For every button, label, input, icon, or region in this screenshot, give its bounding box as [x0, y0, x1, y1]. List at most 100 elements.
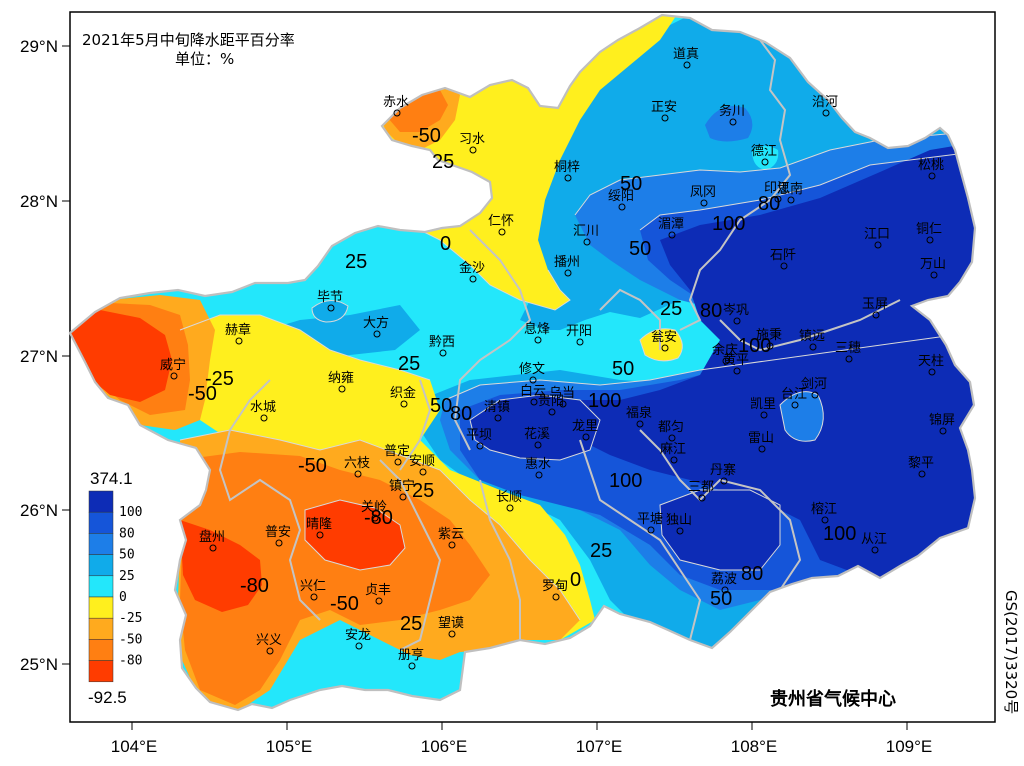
lat-label-29: 29°N — [20, 37, 58, 56]
station-name: 兴义 — [256, 633, 282, 648]
map-unit: 单位：% — [175, 50, 234, 68]
contour-value-label: 100 — [609, 470, 642, 492]
zone-gt100-east — [540, 140, 975, 590]
station-name: 三穗 — [835, 341, 861, 356]
station-name: 镇宁 — [389, 478, 415, 494]
station-marker — [661, 114, 669, 122]
contour-value-label: 25 — [660, 298, 682, 320]
zone-neg80-neg50-south — [180, 452, 490, 705]
lat-label-27: 27°N — [20, 347, 58, 366]
legend-tick-label: 50 — [119, 548, 135, 563]
station-marker — [787, 196, 795, 204]
station-marker — [780, 262, 788, 270]
station-name: 安龙 — [345, 628, 371, 643]
station-name: 晴隆 — [306, 517, 332, 532]
station-marker — [698, 494, 706, 502]
legend-swatch — [88, 511, 114, 534]
axis-ticks — [62, 45, 908, 730]
station-marker — [928, 368, 936, 376]
station-marker — [266, 647, 274, 655]
station-marker — [408, 662, 416, 670]
station-marker — [791, 401, 799, 409]
station-marker — [821, 516, 829, 524]
station-name: 花溪 — [524, 426, 550, 442]
station-marker — [534, 441, 542, 449]
station-name: 平坝 — [466, 428, 492, 443]
legend-tick-label: 0 — [119, 590, 127, 605]
station-name: 剑河 — [801, 376, 827, 392]
station-name: 清镇 — [484, 400, 510, 415]
station-marker — [354, 470, 362, 478]
contour-value-label: -50 — [188, 383, 217, 405]
station-name: 锦屏 — [929, 413, 955, 428]
station-marker — [371, 514, 379, 522]
station-marker — [170, 372, 178, 380]
station-marker — [260, 414, 268, 422]
zone-lt-neg80-weining — [70, 310, 172, 402]
lon-label-104: 104°E — [111, 737, 158, 756]
station-name: 普定 — [384, 444, 410, 459]
contour-value-label: 80 — [758, 193, 780, 215]
contour-value-label: 25 — [345, 251, 367, 273]
station-marker — [871, 546, 879, 554]
station-name: 三都 — [688, 480, 714, 495]
station-marker — [928, 172, 936, 180]
station-name: 正安 — [651, 100, 677, 115]
station-name: 六枝 — [344, 456, 370, 471]
zone-gt100-center — [470, 395, 600, 460]
station-name: 黎平 — [908, 456, 934, 471]
contour-value-label: -50 — [412, 125, 441, 147]
station-marker — [327, 304, 335, 312]
station-marker — [355, 642, 363, 650]
station-name: 平塘 — [637, 511, 663, 527]
contour-value-label: 50 — [629, 238, 651, 260]
contour-value-label: 25 — [432, 151, 454, 173]
station-marker — [930, 271, 938, 279]
station-marker — [918, 470, 926, 478]
zone-gt100-south — [660, 490, 780, 570]
station-marker — [576, 338, 584, 346]
legend-tick-label: 25 — [119, 569, 135, 584]
city-borders — [218, 39, 901, 651]
station-name: 关岭 — [361, 500, 387, 515]
station-name: 思南 — [777, 181, 803, 197]
contour-value-label: 80 — [741, 563, 763, 585]
zone-lt-neg80-panzhou — [180, 520, 262, 612]
station-name: 水城 — [250, 400, 276, 415]
station-name: 台江 — [781, 387, 807, 402]
contour-value-label: 80 — [700, 300, 722, 322]
zone-50-80-wuchuan — [705, 106, 753, 142]
station-name: 铜仁 — [916, 222, 942, 237]
legend-tick-label: 80 — [119, 526, 135, 541]
station-marker — [729, 118, 737, 126]
station-marker — [809, 343, 817, 351]
station-name: 兴仁 — [300, 579, 326, 594]
legend-swatch — [88, 554, 114, 577]
station-name: 麻江 — [660, 442, 686, 457]
station-name: 都匀 — [658, 420, 684, 435]
contour-value-label: 50 — [430, 395, 452, 417]
contour-value-label: 25 — [400, 613, 422, 635]
station-marker — [583, 238, 591, 246]
lon-label-105: 105°E — [266, 737, 313, 756]
station-marker — [564, 269, 572, 277]
station-marker — [733, 367, 741, 375]
station-name: 松桃 — [918, 158, 944, 173]
approval-number: GS(2017)3320号 — [1002, 590, 1020, 714]
lon-label-108: 108°E — [731, 737, 778, 756]
station-name: 望谟 — [438, 615, 464, 631]
zone-lt-neg80-qinglong — [305, 500, 405, 570]
station-name: 紫云 — [438, 527, 464, 542]
station-name: 罗甸 — [542, 579, 568, 594]
station-name: 织金 — [390, 385, 416, 401]
contour-value-label: 100 — [738, 335, 771, 357]
contour-label-layer: -50255010080250-25-502550805010010010050… — [188, 125, 856, 635]
station-name: 纳雍 — [328, 370, 354, 386]
station-name: 大方 — [363, 315, 389, 331]
station-marker — [636, 420, 644, 428]
contour-value-label: 80 — [450, 403, 472, 425]
station-marker — [618, 203, 626, 211]
station-name: 凯里 — [750, 397, 776, 412]
legend-swatch — [88, 617, 114, 640]
